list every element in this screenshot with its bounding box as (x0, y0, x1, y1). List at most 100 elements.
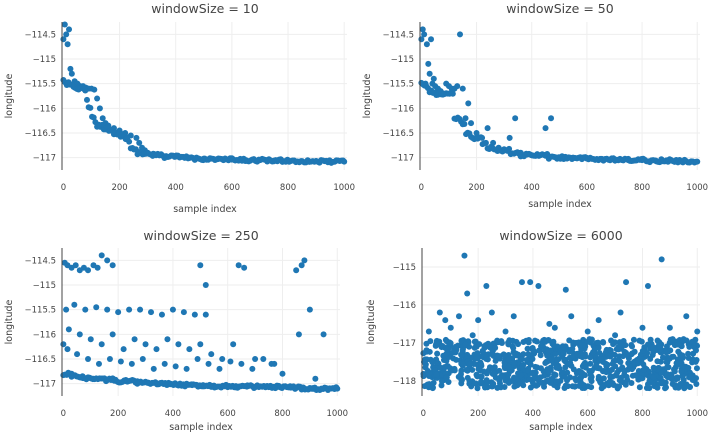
data-point (630, 336, 637, 343)
data-point (629, 350, 636, 357)
data-point (473, 371, 480, 378)
data-point (443, 374, 450, 381)
data-point (595, 344, 602, 351)
data-point (552, 350, 559, 357)
data-point (68, 70, 75, 77)
data-point (483, 377, 490, 384)
data-point (518, 372, 525, 379)
data-point (126, 138, 133, 145)
data-point (519, 363, 526, 370)
y-tick-label: −117 (393, 339, 416, 349)
data-point (447, 340, 454, 347)
data-point (462, 115, 469, 122)
y-tick-label: −116 (33, 104, 56, 114)
data-point (85, 267, 92, 274)
data-point (667, 347, 674, 354)
data-point (549, 355, 556, 362)
data-point (175, 341, 182, 348)
data-point (651, 365, 658, 372)
data-point (546, 320, 553, 327)
data-point (67, 65, 74, 72)
data-point (473, 130, 480, 136)
data-point (475, 366, 482, 373)
y-tick-label: −116 (33, 330, 56, 340)
data-point (65, 326, 72, 333)
data-point (419, 26, 426, 33)
data-point (564, 383, 571, 390)
x-tick-label: 1000 (326, 409, 348, 419)
data-point (685, 364, 692, 371)
data-point (693, 158, 700, 165)
data-point (511, 359, 518, 366)
data-point (106, 356, 113, 362)
data-point (312, 375, 319, 382)
data-point (306, 306, 313, 313)
data-point (553, 378, 560, 385)
data-point (216, 365, 223, 372)
y-tick-label: −115 (391, 55, 414, 65)
data-point (76, 331, 83, 338)
data-point (202, 282, 209, 288)
data-point (582, 364, 589, 371)
data-point (605, 352, 612, 359)
chart-title: windowSize = 50 (506, 1, 613, 16)
data-point (238, 360, 245, 367)
chart-title: windowSize = 250 (143, 228, 258, 243)
data-point (260, 356, 267, 362)
x-tick-label: 400 (168, 183, 184, 193)
data-point (421, 358, 428, 365)
data-point (535, 282, 542, 289)
data-point (683, 313, 690, 320)
data-point (688, 372, 695, 379)
y-tick-label: −116.5 (25, 355, 56, 365)
data-point (96, 105, 103, 112)
data-point (562, 286, 569, 293)
chart-panel-3: windowSize = 250 0 200 400 600 800 1000 −114.5… (4, 228, 348, 433)
y-tick-label: −116.5 (25, 129, 56, 139)
data-point (525, 351, 532, 358)
data-point (486, 344, 493, 351)
data-point (87, 336, 94, 343)
data-point (465, 100, 472, 107)
data-point (560, 350, 567, 357)
data-point (523, 357, 530, 364)
data-point (644, 282, 651, 289)
data-point (235, 262, 242, 269)
data-point (640, 366, 647, 373)
data-point (672, 384, 679, 391)
y-tick-label: −114.5 (25, 30, 56, 40)
data-point (475, 317, 482, 324)
x-tick-label: 200 (111, 183, 127, 193)
data-point (654, 384, 661, 391)
data-point (463, 366, 470, 373)
x-tick-label: 0 (421, 409, 426, 419)
x-axis-label: sample index (173, 204, 237, 215)
data-point (423, 348, 430, 355)
data-point (455, 313, 462, 320)
data-point (87, 104, 94, 111)
data-point (458, 376, 465, 383)
data-point (453, 356, 460, 363)
y-tick-label: −118 (393, 377, 416, 387)
y-tick-label: −117 (33, 380, 56, 390)
data-point (659, 379, 666, 386)
data-point (421, 31, 428, 38)
y-axis-label: longitude (4, 73, 15, 118)
data-point (496, 367, 503, 374)
data-point (609, 360, 616, 367)
data-point (426, 70, 433, 77)
data-point (678, 368, 685, 375)
y-tick-label: −115 (33, 55, 56, 65)
x-tick-label: 800 (274, 409, 290, 419)
chart-title: windowSize = 10 (151, 1, 258, 16)
data-point (150, 365, 157, 372)
data-point (430, 379, 437, 386)
data-point (567, 359, 574, 366)
data-point (568, 313, 575, 320)
data-point (64, 346, 71, 353)
data-point (466, 360, 473, 367)
x-tick-label: 400 (525, 409, 541, 419)
data-point (561, 357, 568, 364)
data-point (428, 36, 435, 43)
data-point (183, 365, 190, 372)
